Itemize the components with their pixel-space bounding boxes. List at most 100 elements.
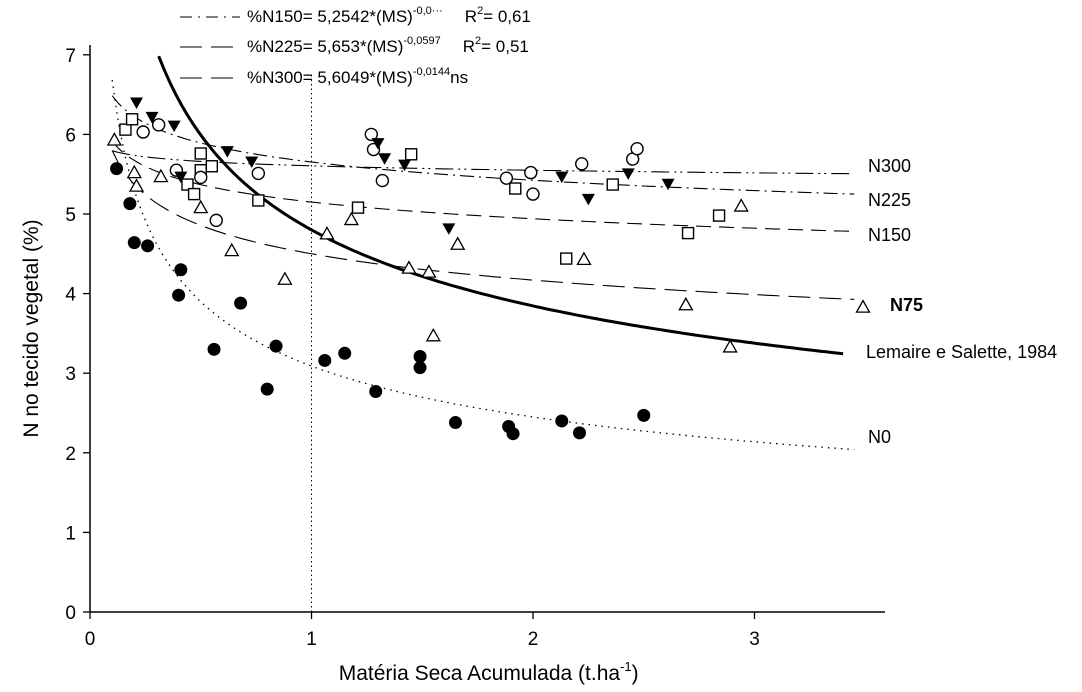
data-point-N300 xyxy=(220,146,234,158)
data-point-N300 xyxy=(398,159,412,172)
data-point-N150 xyxy=(119,123,132,136)
trend-curve-N75 xyxy=(111,150,855,300)
data-point-N75 xyxy=(343,211,359,226)
legend-entry-N300: %N300= 5,6049*(MS)-0,0144ns xyxy=(247,66,468,87)
data-point-N75 xyxy=(319,226,335,240)
data-point-N300 xyxy=(174,171,188,184)
curve-label-N150: N150 xyxy=(868,225,911,245)
data-point-N0 xyxy=(174,263,188,277)
data-point-N0 xyxy=(260,382,274,396)
data-point-N225 xyxy=(499,171,514,185)
curve-label-N0: N0 xyxy=(868,427,891,447)
legend-r2: R xyxy=(463,37,475,56)
data-point-N150 xyxy=(187,187,201,201)
x-tick-label: 3 xyxy=(749,629,760,650)
data-point-N0 xyxy=(448,416,462,430)
legend-r2-sup: 2 xyxy=(477,5,483,17)
legend-r2-val: = 0,61 xyxy=(483,7,531,26)
legend-r2-val: = 0,51 xyxy=(481,37,529,56)
y-tick-label: 5 xyxy=(65,205,76,226)
y-tick-label: 7 xyxy=(65,46,76,67)
legend-exp: -0,0597 xyxy=(403,35,440,47)
data-point-N0 xyxy=(573,426,587,440)
data-point-N300 xyxy=(621,168,635,180)
data-point-N300 xyxy=(167,120,181,133)
data-point-N225 xyxy=(375,173,390,188)
data-point-N225 xyxy=(364,127,379,142)
trend-curve-N225 xyxy=(111,95,855,195)
data-point-N0 xyxy=(338,346,352,360)
data-point-N75 xyxy=(425,327,441,342)
legend-r2: R xyxy=(465,7,477,26)
data-point-N225 xyxy=(251,166,266,181)
data-point-N225 xyxy=(575,157,589,171)
data-point-N0 xyxy=(207,342,221,356)
y-tick-label: 4 xyxy=(65,285,76,306)
x-axis-title-close: ) xyxy=(632,662,639,685)
data-point-N75 xyxy=(106,132,122,146)
data-point-N300 xyxy=(581,193,595,206)
data-point-N300 xyxy=(130,97,144,110)
x-axis-title: Matéria Seca Acumulada (t.ha-1) xyxy=(339,659,639,685)
data-point-N150 xyxy=(252,194,265,207)
x-axis-title-main: Matéria Seca Acumulada (t.ha xyxy=(339,662,621,685)
data-point-N225 xyxy=(151,118,166,132)
legend-exp: -0,0144 xyxy=(413,66,450,78)
data-point-N75 xyxy=(193,199,209,214)
x-tick-label: 1 xyxy=(306,629,317,650)
legend-text: %N300= 5,6049*(MS) xyxy=(247,68,413,87)
data-point-N75 xyxy=(126,164,142,179)
x-axis-title-sup: -1 xyxy=(620,659,632,674)
data-point-N300 xyxy=(245,156,259,168)
y-tick-label: 0 xyxy=(65,603,76,624)
data-point-N0 xyxy=(110,162,124,176)
data-point-N150 xyxy=(606,178,619,191)
data-point-N75 xyxy=(576,251,592,266)
data-point-N75 xyxy=(733,198,749,212)
data-point-N0 xyxy=(234,296,248,310)
data-point-N150 xyxy=(125,113,139,126)
legend: %N150= 5,2542*(MS)-0,0··· R2= 0,61%N225= … xyxy=(180,5,531,87)
curve-label-N75: N75 xyxy=(890,295,923,315)
data-point-N225 xyxy=(526,187,540,201)
data-point-N150 xyxy=(509,182,522,195)
y-tick-label: 1 xyxy=(65,523,76,544)
data-point-N75 xyxy=(450,236,466,250)
data-point-N0 xyxy=(555,414,569,428)
data-point-N75 xyxy=(224,242,240,257)
data-point-N0 xyxy=(172,288,186,302)
data-point-N225 xyxy=(136,125,150,139)
data-point-N300 xyxy=(371,138,385,150)
data-point-N150 xyxy=(404,148,418,161)
data-point-N225 xyxy=(209,213,223,228)
data-point-N300 xyxy=(145,111,159,124)
data-point-N0 xyxy=(141,239,155,253)
data-point-N75 xyxy=(153,168,169,183)
legend-exp: -0,0··· xyxy=(413,5,443,17)
data-point-N0 xyxy=(123,197,137,211)
data-point-N300 xyxy=(442,223,456,235)
trend-curve-N150 xyxy=(111,140,855,232)
curve-label-Lemaire: Lemaire e Salette, 1984 xyxy=(866,342,1057,362)
y-tick-label: 2 xyxy=(65,444,76,465)
data-point-N0 xyxy=(637,408,651,422)
reference-curve-lemaire xyxy=(157,55,844,356)
legend-entry-N150: %N150= 5,2542*(MS)-0,0··· R2= 0,61 xyxy=(247,5,531,26)
data-point-N150 xyxy=(205,160,219,173)
data-point-N300 xyxy=(378,153,392,165)
data-point-N75 xyxy=(421,264,437,278)
legend-text: %N150= 5,2542*(MS) xyxy=(247,7,413,26)
y-tick-label: 3 xyxy=(65,364,76,385)
data-point-N0 xyxy=(318,353,332,367)
legend-entry-N225: %N225= 5,653*(MS)-0,0597 R2= 0,51 xyxy=(247,35,529,56)
data-point-N225 xyxy=(524,165,538,180)
y-tick-label: 6 xyxy=(65,125,76,146)
legend-r2-val: ns xyxy=(450,68,468,87)
curve-label-N225: N225 xyxy=(868,190,911,210)
x-tick-label: 0 xyxy=(85,629,96,650)
data-point-N300 xyxy=(555,171,569,184)
trend-curves xyxy=(111,55,855,612)
data-point-N75 xyxy=(277,271,293,285)
curve-labels: N300 N225 N150 N75 Lemaire e Salette, 1984 N0 xyxy=(866,156,1057,447)
